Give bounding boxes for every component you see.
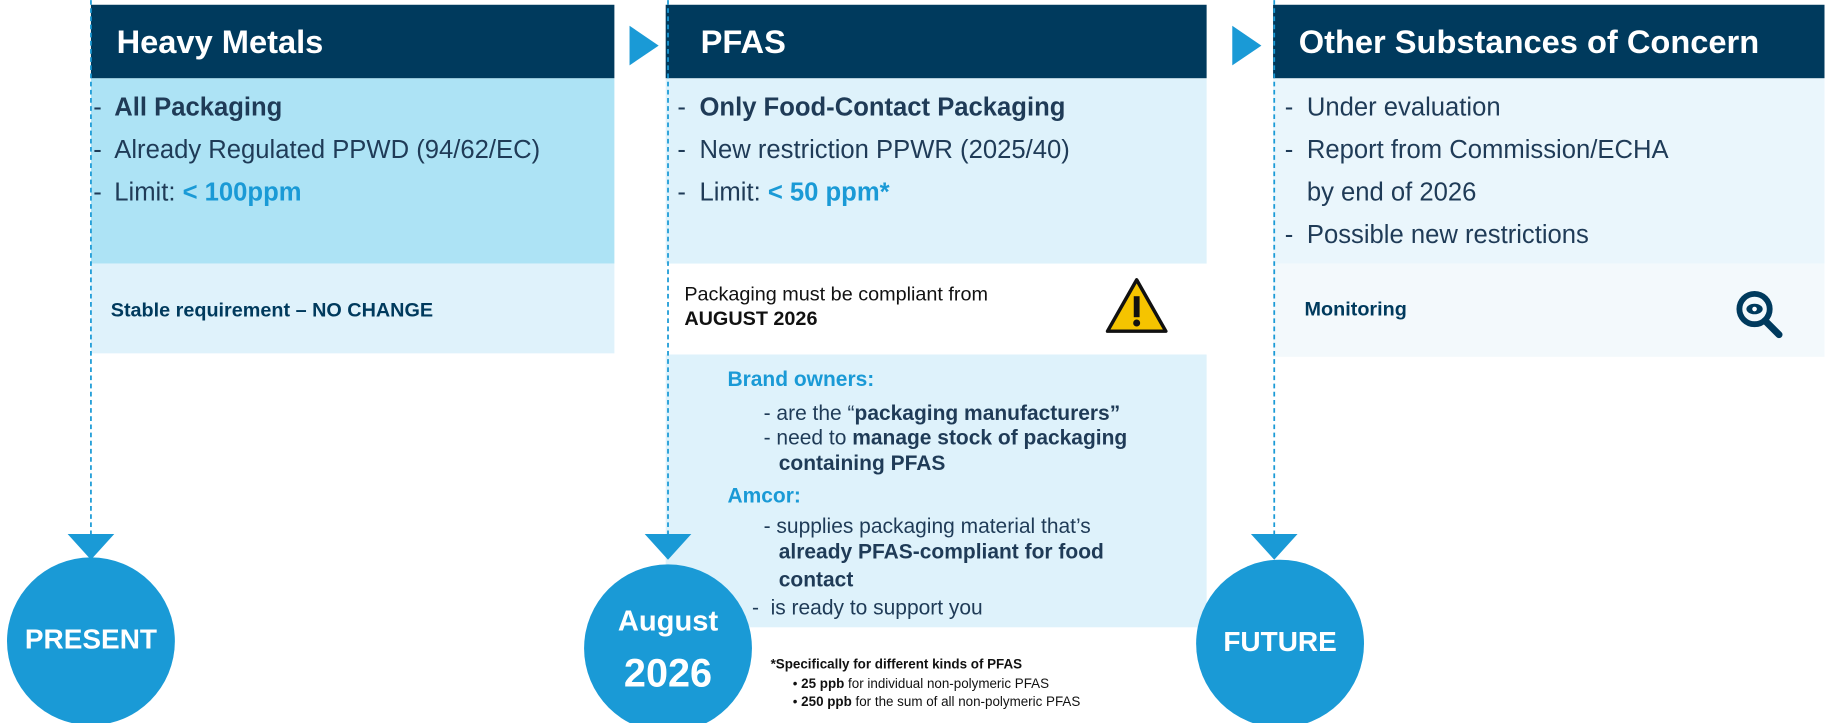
bullet-text: Limit: < 100ppm (114, 178, 301, 206)
text-segment: packaging manufacturers” (855, 402, 1121, 425)
status-text: Packaging must be compliant from (684, 283, 988, 305)
panel-title: Heavy Metals (117, 23, 324, 60)
text-segment: • (793, 675, 801, 690)
text-segment: Under evaluation (1307, 93, 1501, 121)
monitor-icon (1736, 290, 1783, 339)
bullet-text: New restriction PPWR (2025/40) (699, 136, 1069, 164)
text-segment: Possible new restrictions (1307, 221, 1589, 249)
footnote-line: *Specifically for different kinds of PFA… (771, 656, 1023, 671)
status-text: Monitoring (1305, 298, 1407, 320)
text-segment: *Specifically for different kinds of PFA… (771, 656, 1023, 671)
text-segment: 25 ppb (801, 675, 844, 690)
detail-line: Brand owners: (727, 368, 874, 391)
bullet-text: Under evaluation (1307, 93, 1501, 121)
bullet-dash: - (677, 136, 686, 164)
milestone-label: August (618, 605, 719, 637)
panel-header (90, 4, 615, 79)
text-segment: Report from Commission/ECHA (1307, 136, 1670, 164)
text-segment: - are the “ (764, 402, 855, 425)
text-segment: contact (779, 568, 854, 591)
milestone-label: 2026 (624, 652, 712, 696)
text-segment: < 100ppm (183, 178, 302, 206)
detail-line: already PFAS-compliant for food (779, 540, 1104, 563)
milestone-circle (1196, 559, 1364, 723)
footnote-line: • 250 ppb for the sum of all non-polymer… (793, 693, 1081, 708)
text-segment: New restriction PPWR (2025/40) (699, 136, 1069, 164)
text-segment: Already Regulated PPWD (94/62/EC) (114, 136, 540, 164)
panel-body (1273, 78, 1825, 264)
bullet-text: Report from Commission/ECHA (1307, 136, 1670, 164)
panel-header (1273, 4, 1825, 79)
text-segment: by end of 2026 (1307, 178, 1477, 206)
warning-icon (1105, 278, 1168, 333)
timeline-arrow (1250, 534, 1298, 560)
status-text: Stable requirement – NO CHANGE (111, 300, 433, 322)
milestone-circle (584, 564, 752, 723)
text-segment: - need to (764, 426, 853, 449)
panel-body (90, 78, 615, 264)
detail-line: Amcor: (727, 484, 800, 507)
text-segment: Brand owners: (727, 368, 874, 391)
bullet-dash: - (1285, 93, 1294, 121)
text-segment: 250 ppb (801, 693, 852, 708)
bullet-dash: - (93, 178, 102, 206)
detail-line: - need to manage stock of packaging (764, 426, 1128, 449)
detail-line: - supplies packaging material that’s (764, 515, 1091, 538)
detail-line: - are the “packaging manufacturers” (764, 402, 1121, 425)
bullet-text: Limit: < 50 ppm* (699, 178, 889, 206)
text-segment: Limit: (114, 178, 182, 206)
bullet-dash: - (93, 136, 102, 164)
bullet-dash: - (93, 93, 102, 121)
detail-line: contact (779, 568, 854, 591)
bullet-text: Only Food-Contact Packaging (699, 93, 1065, 121)
arrow (629, 25, 659, 66)
text-segment: Limit: (699, 178, 767, 206)
text-segment: for individual non-polymeric PFAS (844, 675, 1049, 690)
bullet-text: Possible new restrictions (1307, 221, 1589, 249)
text-segment: - supplies packaging material that’s (764, 515, 1091, 538)
timeline-arrow (67, 534, 115, 560)
bullet-dash: - (677, 178, 686, 206)
text-segment: for the sum of all non-polymeric PFAS (852, 693, 1081, 708)
bullet-dash: - (1285, 136, 1294, 164)
text-segment: already PFAS-compliant for food (779, 540, 1104, 563)
milestone-label: PRESENT (25, 624, 157, 655)
panel-body (665, 78, 1207, 264)
bullet-text: by end of 2026 (1307, 178, 1477, 206)
text-segment: manage stock of packaging (852, 426, 1127, 449)
details-box (665, 354, 1207, 628)
detail-line: - is ready to support you (752, 596, 983, 619)
status-box (90, 263, 615, 354)
bullet-dash: - (1285, 221, 1294, 249)
text-segment: Amcor: (727, 484, 800, 507)
bullet-text: Already Regulated PPWD (94/62/EC) (114, 136, 540, 164)
text-segment: Only Food-Contact Packaging (699, 93, 1065, 121)
milestone-label: FUTURE (1223, 626, 1336, 657)
panel-header (665, 4, 1207, 79)
text-segment: All Packaging (114, 93, 282, 121)
text-segment: < 50 ppm* (768, 178, 890, 206)
text-segment: - is ready to support you (752, 596, 983, 619)
status-box (1273, 263, 1825, 357)
text-segment: containing PFAS (779, 452, 946, 475)
milestone-circle (7, 557, 175, 723)
timeline-arrow (644, 534, 692, 560)
bullet-text: All Packaging (114, 93, 282, 121)
status-text: AUGUST 2026 (684, 308, 817, 330)
panel-title: PFAS (701, 23, 786, 60)
detail-line: containing PFAS (779, 452, 946, 475)
footnote-line: • 25 ppb for individual non-polymeric PF… (793, 675, 1049, 690)
panel-title: Other Substances of Concern (1299, 23, 1759, 60)
text-segment: • (793, 693, 801, 708)
timeline-lines (90, 0, 1276, 535)
arrow (1232, 25, 1262, 66)
bullet-dash: - (677, 93, 686, 121)
